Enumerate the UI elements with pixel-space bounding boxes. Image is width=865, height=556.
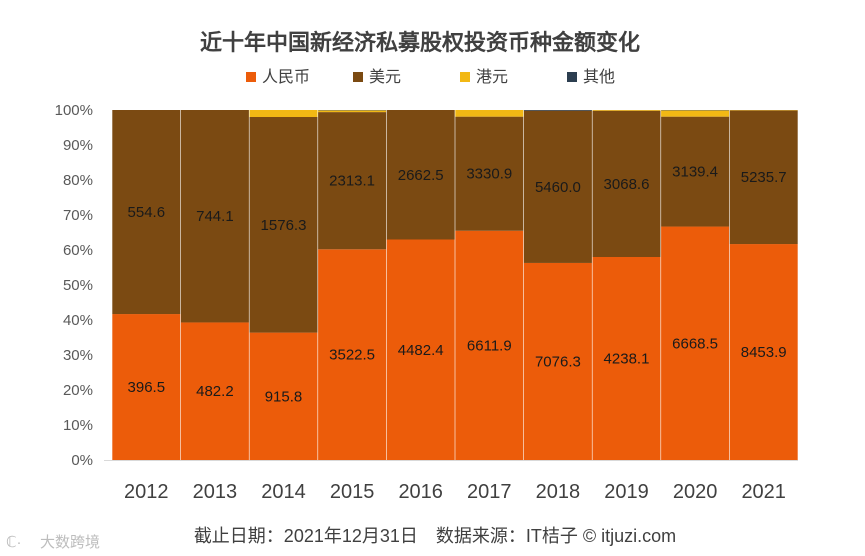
bar-2014-1: [249, 117, 318, 333]
x-tick-label-2016: 2016: [398, 481, 443, 503]
data-label-2017-0: 6611.9: [467, 337, 512, 354]
data-label-2019-0: 4238.1: [604, 351, 650, 368]
bar-2019-2: [592, 110, 661, 111]
bar-2015-2: [318, 110, 387, 113]
data-label-2014-1: 1576.3: [261, 217, 307, 234]
bar-2014-0: [249, 332, 318, 460]
y-tick-label: 90%: [63, 137, 93, 154]
bar-2014-2: [249, 110, 318, 117]
data-label-2013-1: 744.1: [196, 208, 234, 225]
bar-2017-1: [455, 116, 524, 231]
x-tick-label-2019: 2019: [604, 481, 649, 503]
legend-swatch-0: [246, 72, 256, 82]
x-tick-label-2021: 2021: [741, 481, 786, 503]
y-tick-label: 30%: [63, 347, 93, 364]
bar-2020-1: [661, 116, 730, 227]
y-tick-label: 20%: [63, 382, 93, 399]
bar-2019-0: [592, 257, 661, 460]
legend-label-3: 其他: [583, 68, 615, 86]
bar-2016-1: [386, 110, 455, 240]
bar-2016-0: [386, 239, 455, 460]
legend-label-1: 美元: [369, 68, 401, 86]
y-tick-label: 50%: [63, 277, 93, 294]
y-tick-label: 100%: [55, 102, 93, 119]
bars: 396.5 554.6 482.2 744.1 915.8 1576.3 3522.5 231…: [112, 110, 798, 460]
y-tick-label: 70%: [63, 207, 93, 224]
data-label-2021-0: 8453.9: [741, 344, 787, 361]
bar-2019-1: [592, 110, 661, 257]
data-label-2018-0: 7076.3: [535, 353, 581, 370]
bar-2013-1: [180, 110, 249, 323]
data-label-2012-1: 554.6: [128, 204, 166, 221]
bar-2012-0: [112, 314, 181, 460]
legend-label-0: 人民币: [262, 68, 310, 86]
x-tick-label-2014: 2014: [261, 481, 306, 503]
data-label-2015-1: 2313.1: [329, 173, 375, 190]
bar-2018-1: [523, 110, 592, 263]
data-label-2012-0: 396.5: [128, 379, 166, 396]
y-axis: 0% 10% 20% 30% 40% 50% 60% 70% 80% 90% 100%: [55, 102, 798, 469]
x-tick-label-2015: 2015: [330, 481, 375, 503]
x-tick-label-2012: 2012: [124, 481, 169, 503]
bar-2018-3: [523, 110, 592, 111]
data-label-2014-0: 915.8: [265, 388, 303, 405]
watermark-logo: ℂ· 大数跨境: [6, 533, 100, 551]
y-tick-label: 0%: [71, 452, 93, 469]
data-label-2017-1: 3330.9: [466, 166, 512, 183]
data-label-2018-1: 5460.0: [535, 179, 581, 196]
data-label-2020-0: 6668.5: [672, 335, 718, 352]
legend: 人民币 美元 港元 其他: [246, 68, 615, 86]
bar-2021-0: [729, 244, 798, 460]
legend-label-2: 港元: [476, 68, 508, 86]
legend-swatch-1: [353, 72, 363, 82]
y-tick-label: 40%: [63, 312, 93, 329]
legend-swatch-3: [567, 72, 577, 82]
watermark-logo-mark: ℂ·: [6, 534, 21, 551]
x-tick-label-2018: 2018: [536, 481, 581, 503]
y-tick-label: 10%: [63, 417, 93, 434]
x-tick-label-2020: 2020: [673, 481, 718, 503]
y-tick-label: 80%: [63, 172, 93, 189]
bar-2012-1: [112, 110, 181, 315]
x-tick-label-2017: 2017: [467, 481, 512, 503]
bar-2013-0: [180, 322, 249, 460]
bar-2018-0: [523, 262, 592, 460]
y-tick-label: 60%: [63, 242, 93, 259]
data-label-2013-0: 482.2: [196, 383, 234, 400]
bar-2020-2: [661, 110, 730, 117]
legend-swatch-2: [460, 72, 470, 82]
bar-2017-2: [455, 110, 524, 117]
watermark-text: 大数跨境: [40, 533, 100, 551]
footer-source: 截止日期：2021年12月31日 数据来源：IT桔子 © itjuzi.com: [194, 526, 676, 546]
data-label-2021-1: 5235.7: [741, 169, 787, 186]
data-label-2015-0: 3522.5: [329, 347, 375, 364]
bar-2017-0: [455, 230, 524, 460]
x-tick-label-2013: 2013: [193, 481, 238, 503]
chart-title: 近十年中国新经济私募股权投资币种金额变化: [200, 30, 640, 55]
data-label-2019-1: 3068.6: [604, 176, 650, 193]
bar-2015-1: [318, 112, 387, 250]
x-axis: 2012 2013 2014 2015 2016 2017 2018 2019 2020 2021: [124, 481, 786, 503]
data-label-2016-1: 2662.5: [398, 167, 444, 184]
bar-2015-0: [318, 249, 387, 460]
data-label-2020-1: 3139.4: [672, 164, 718, 181]
data-label-2016-0: 4482.4: [398, 342, 444, 359]
bar-2021-1: [729, 110, 798, 245]
bar-2020-0: [661, 226, 730, 460]
